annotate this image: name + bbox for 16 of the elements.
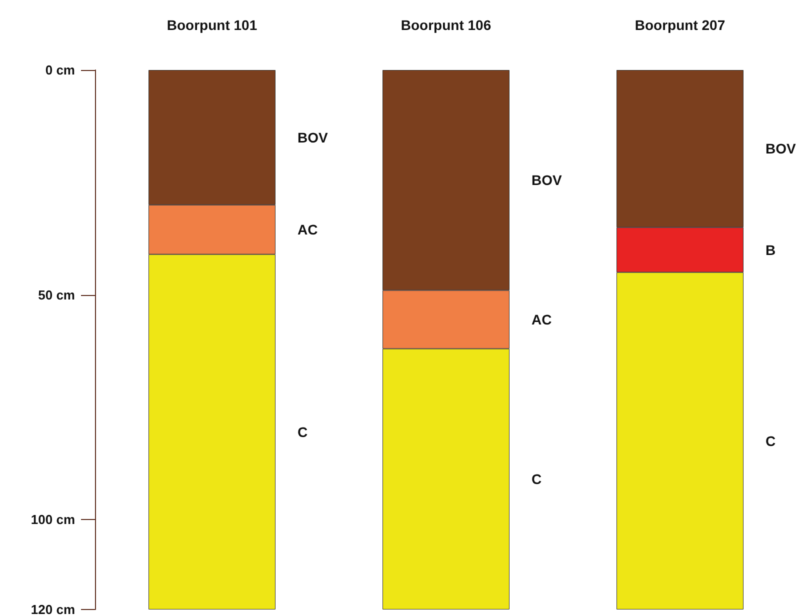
y-tick-label: 50 cm [38,287,75,302]
series-label: AC [298,222,318,238]
series-label: BOV [298,129,328,146]
x-tick-label: Boorpunt 207 [634,17,726,33]
x-tick-label: Boorpunt 106 [400,17,492,33]
text: AC [532,312,552,328]
text: BOV [766,140,796,157]
x-tick-label: Boorpunt 101 [166,17,258,33]
series-label: B [766,242,776,258]
text: C [532,471,542,488]
text: C [766,432,776,449]
text: BOV [532,172,562,188]
series-label: C [298,424,308,440]
y-tick-label: 120 cm [30,602,75,616]
y-tick-label: 0 cm [45,62,75,78]
y-tick-label: 100 cm [30,512,75,528]
